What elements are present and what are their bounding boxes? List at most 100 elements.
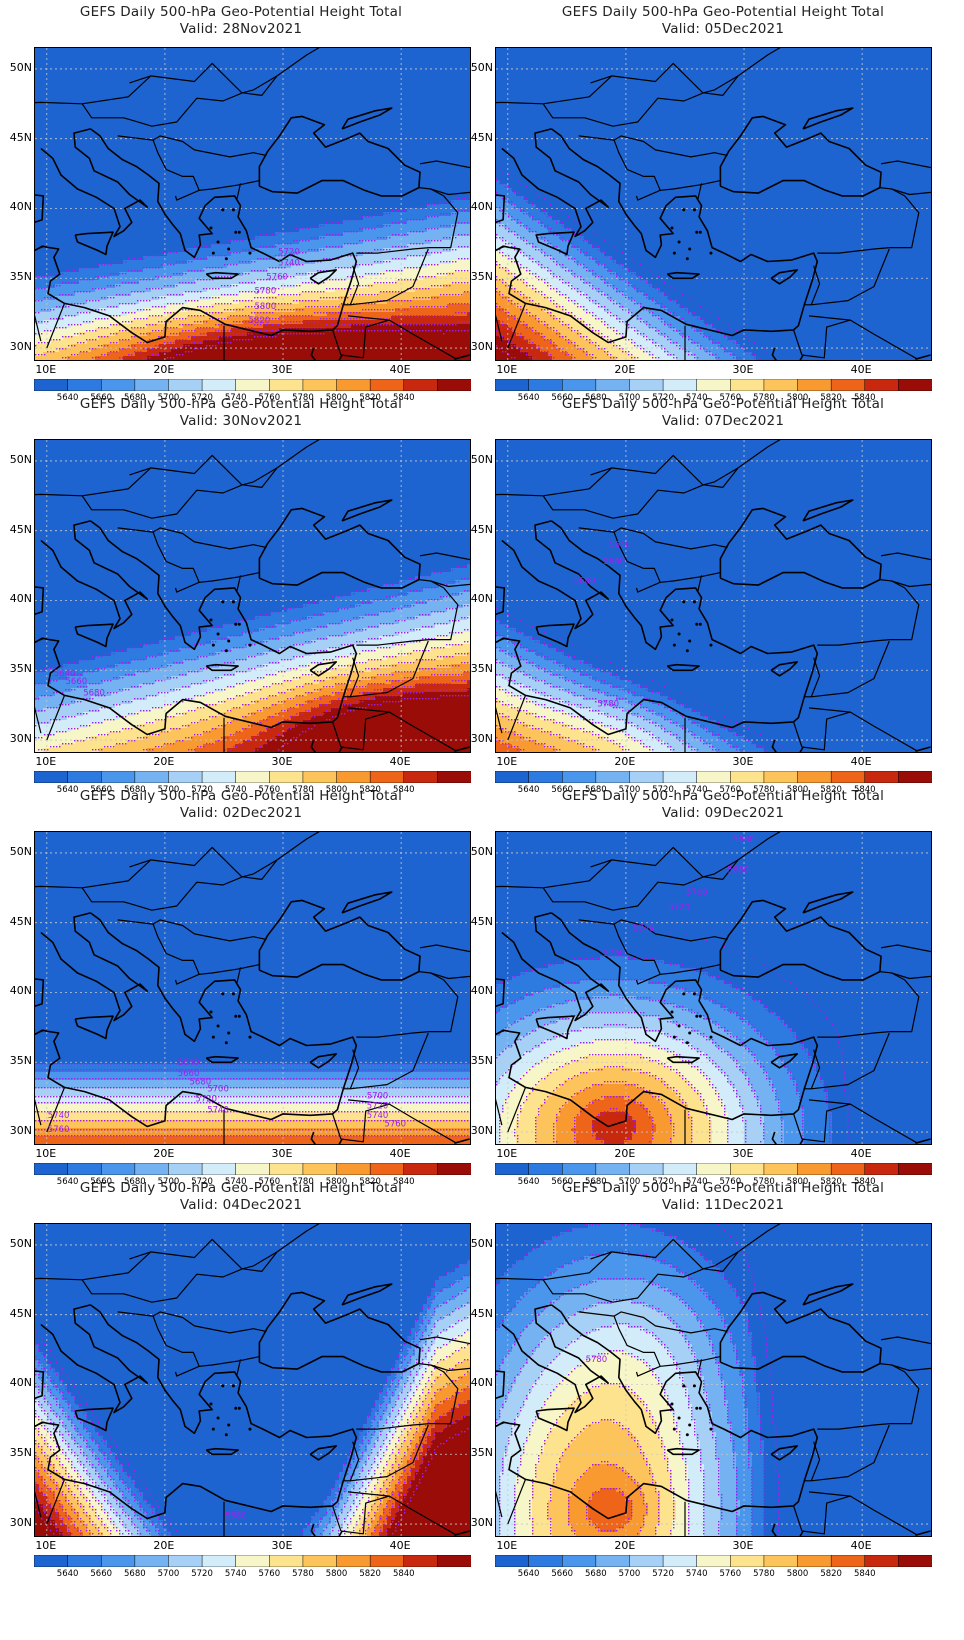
colorbar-label: 5780 bbox=[287, 1569, 319, 1579]
latitude-label: 40N bbox=[0, 200, 32, 213]
latitude-label: 50N bbox=[0, 845, 32, 858]
colorbar-strip bbox=[495, 1555, 932, 1567]
longitude-label: 20E bbox=[144, 755, 184, 768]
latitude-label: 50N bbox=[0, 1237, 32, 1250]
latitude-label: 35N bbox=[459, 1054, 493, 1067]
panel-valid-date: Valid: 30Nov2021 bbox=[0, 413, 482, 430]
colorbar-swatch bbox=[596, 1555, 630, 1567]
colorbar-swatch bbox=[629, 379, 663, 391]
colorbar-swatch bbox=[898, 379, 932, 391]
longitude-label: 20E bbox=[605, 1147, 645, 1160]
colorbar-strip bbox=[495, 1163, 932, 1175]
colorbar-swatch bbox=[697, 379, 731, 391]
panel-valid-date: Valid: 09Dec2021 bbox=[482, 805, 964, 822]
longitude-label: 30E bbox=[723, 1539, 763, 1552]
contour-label: 5780 bbox=[586, 1355, 608, 1365]
longitude-label: 40E bbox=[380, 1539, 420, 1552]
colorbar-swatch bbox=[135, 771, 169, 783]
latitude-label: 45N bbox=[0, 1307, 32, 1320]
latitude-label: 45N bbox=[459, 1307, 493, 1320]
colorbar-swatch bbox=[236, 1163, 270, 1175]
contour-label: 5680 bbox=[83, 688, 105, 698]
latitude-label: 50N bbox=[459, 61, 493, 74]
latitude-label: 45N bbox=[0, 915, 32, 928]
colorbar-swatch bbox=[764, 771, 798, 783]
contour-label: 5660 bbox=[66, 677, 88, 687]
colorbar bbox=[495, 1555, 932, 1567]
latitude-label: 30N bbox=[459, 732, 493, 745]
contour-label: 5740 bbox=[278, 259, 300, 269]
colorbar-swatch bbox=[370, 1163, 404, 1175]
colorbar-swatch bbox=[798, 1555, 832, 1567]
colorbar-label: 5660 bbox=[546, 1569, 578, 1579]
longitude-label: 40E bbox=[380, 755, 420, 768]
contour-label: 5740 bbox=[48, 1111, 70, 1121]
longitude-label: 20E bbox=[605, 363, 645, 376]
longitude-label: 10E bbox=[487, 1539, 527, 1552]
contour-label: 5740 bbox=[207, 1106, 229, 1116]
longitude-label: 30E bbox=[262, 755, 302, 768]
colorbar-swatch bbox=[269, 1163, 303, 1175]
panel-valid-date: Valid: 28Nov2021 bbox=[0, 21, 482, 38]
latitude-label: 40N bbox=[459, 200, 493, 213]
longitude-label: 30E bbox=[262, 1147, 302, 1160]
latitude-label: 35N bbox=[459, 662, 493, 675]
colorbar-swatch bbox=[529, 1555, 563, 1567]
colorbar-label: 5760 bbox=[714, 1569, 746, 1579]
contour-label: 5760 bbox=[384, 1119, 406, 1129]
contour-labels: 5680 bbox=[225, 1511, 247, 1521]
colorbar bbox=[495, 379, 932, 391]
longitude-label: 10E bbox=[487, 363, 527, 376]
colorbar-swatch bbox=[168, 379, 202, 391]
colorbar-label: 5700 bbox=[613, 1569, 645, 1579]
colorbar-swatch bbox=[202, 379, 236, 391]
latitude-label: 35N bbox=[459, 270, 493, 283]
colorbar-swatch bbox=[865, 771, 899, 783]
colorbar-label: 5740 bbox=[681, 1569, 713, 1579]
latitude-label: 45N bbox=[459, 523, 493, 536]
latitude-label: 30N bbox=[459, 1124, 493, 1137]
colorbar-swatch bbox=[629, 1555, 663, 1567]
colorbar-strip bbox=[495, 379, 932, 391]
latitude-label: 45N bbox=[0, 523, 32, 536]
colorbar-swatch bbox=[865, 379, 899, 391]
panel-valid-date: Valid: 02Dec2021 bbox=[0, 805, 482, 822]
longitude-label: 30E bbox=[262, 1539, 302, 1552]
colorbar-swatch bbox=[370, 379, 404, 391]
colorbar-swatch bbox=[303, 379, 337, 391]
latitude-label: 50N bbox=[0, 61, 32, 74]
contour-label: 5720 bbox=[367, 1101, 389, 1111]
colorbar-swatch bbox=[236, 379, 270, 391]
colorbar-swatch bbox=[629, 1163, 663, 1175]
panel-title: GEFS Daily 500-hPa Geo-Potential Height … bbox=[0, 4, 482, 21]
panel-title: GEFS Daily 500-hPa Geo-Potential Height … bbox=[0, 396, 482, 413]
contour-label: 5760 bbox=[603, 949, 625, 959]
latitude-label: 40N bbox=[459, 1376, 493, 1389]
colorbar-label: 5680 bbox=[119, 1569, 151, 1579]
colorbar-swatch bbox=[337, 1555, 371, 1567]
contour-label: 5700 bbox=[686, 888, 708, 898]
colorbar-swatch bbox=[68, 379, 102, 391]
colorbar-strip bbox=[34, 771, 471, 783]
colorbar-swatch bbox=[495, 1163, 529, 1175]
colorbar-swatch bbox=[865, 1163, 899, 1175]
map-panel: GEFS Daily 500-hPa Geo-Potential Height … bbox=[482, 392, 964, 802]
longitude-label: 10E bbox=[26, 363, 66, 376]
panel-valid-date: Valid: 04Dec2021 bbox=[0, 1197, 482, 1214]
colorbar-swatch bbox=[135, 379, 169, 391]
longitude-label: 20E bbox=[605, 1539, 645, 1552]
colorbar-label: 5660 bbox=[85, 1569, 117, 1579]
contour-label: 5640 bbox=[178, 1058, 200, 1068]
colorbar bbox=[34, 379, 471, 391]
longitude-label: 10E bbox=[487, 755, 527, 768]
contour-label: 5680 bbox=[727, 865, 749, 875]
colorbar-swatch bbox=[663, 1163, 697, 1175]
colorbar-swatch bbox=[831, 1163, 865, 1175]
colorbar-swatch bbox=[730, 1555, 764, 1567]
colorbar bbox=[495, 1163, 932, 1175]
filled-contours bbox=[35, 48, 471, 361]
colorbar-swatch bbox=[663, 771, 697, 783]
colorbar-swatch bbox=[495, 1555, 529, 1567]
